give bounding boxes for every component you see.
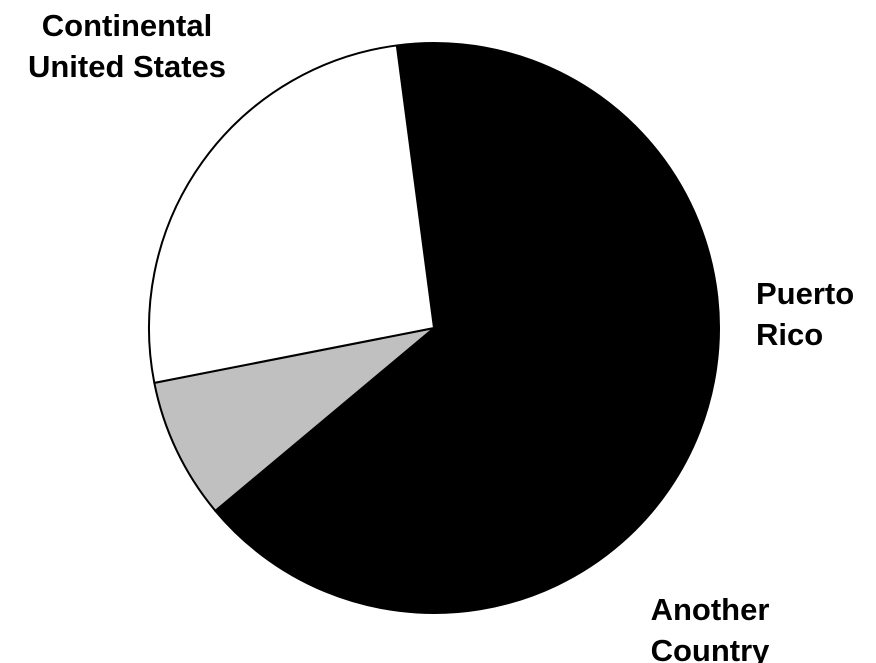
category-label-line: Puerto bbox=[756, 276, 854, 311]
value-label-puerto-rico: 8% bbox=[590, 278, 635, 313]
category-label-line: Another bbox=[651, 592, 770, 627]
category-label-line: Rico bbox=[756, 317, 823, 352]
category-label-continental-united-states: Continental United States bbox=[28, 8, 226, 84]
value-label-continental-united-states: 66% bbox=[291, 221, 353, 256]
pie-slice-another-country bbox=[147, 44, 435, 384]
category-label-line: Country bbox=[651, 633, 771, 663]
category-label-line: Continental bbox=[42, 8, 213, 43]
category-label-puerto-rico: Puerto Rico bbox=[756, 276, 854, 352]
category-labels: Continental United States Puerto Rico Anothe… bbox=[28, 8, 854, 663]
pie-slice-continental-united-states bbox=[214, 42, 721, 614]
pie-slices bbox=[147, 42, 721, 614]
pie-slice-puerto-rico bbox=[153, 327, 435, 512]
category-label-another-country: Another Country bbox=[651, 592, 771, 663]
percent-labels: 66% 8% 26% bbox=[291, 221, 634, 481]
category-label-line: United States bbox=[28, 49, 226, 84]
value-label-another-country: 26% bbox=[505, 446, 567, 481]
